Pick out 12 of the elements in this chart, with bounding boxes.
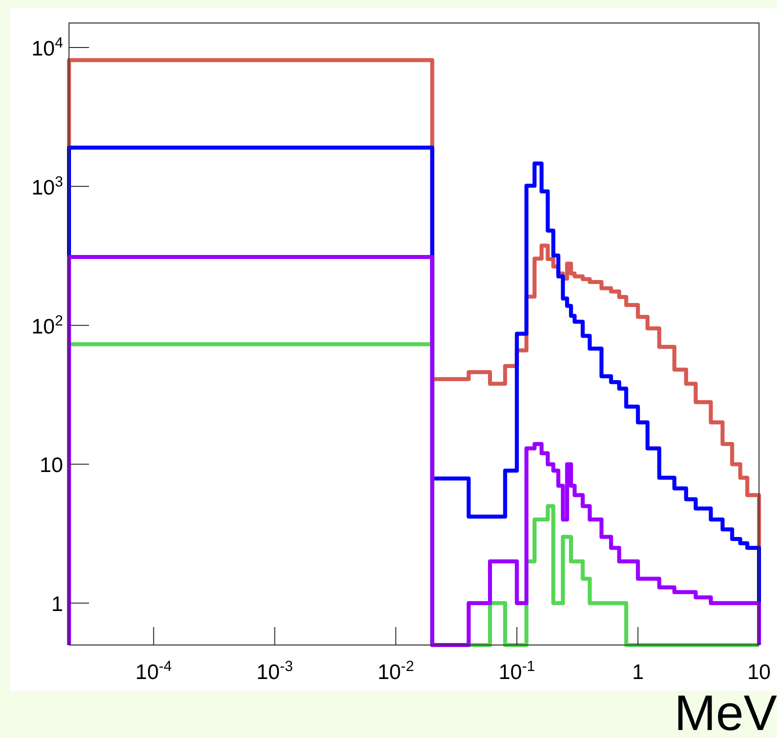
x-axis-title: MeV xyxy=(674,685,777,738)
y-tick-label: 10$^{3}$ xyxy=(31,174,63,200)
x-tick-label: 10$^{-3}$ xyxy=(256,659,293,684)
x-tick-label: 10$^{-1}$ xyxy=(498,659,536,684)
x-tick-label: 10$^{-2}$ xyxy=(378,659,414,684)
y-tick-label: 10 xyxy=(40,454,63,478)
y-tick-label: 10$^{4}$ xyxy=(31,35,63,60)
x-tick-label: 10 xyxy=(747,661,771,684)
y-tick-label: 1 xyxy=(51,593,63,616)
y-tick-label: 10$^{2}$ xyxy=(31,313,63,338)
x-tick-label: 10$^{-4}$ xyxy=(135,659,172,684)
x-tick-label: 1 xyxy=(632,661,644,684)
